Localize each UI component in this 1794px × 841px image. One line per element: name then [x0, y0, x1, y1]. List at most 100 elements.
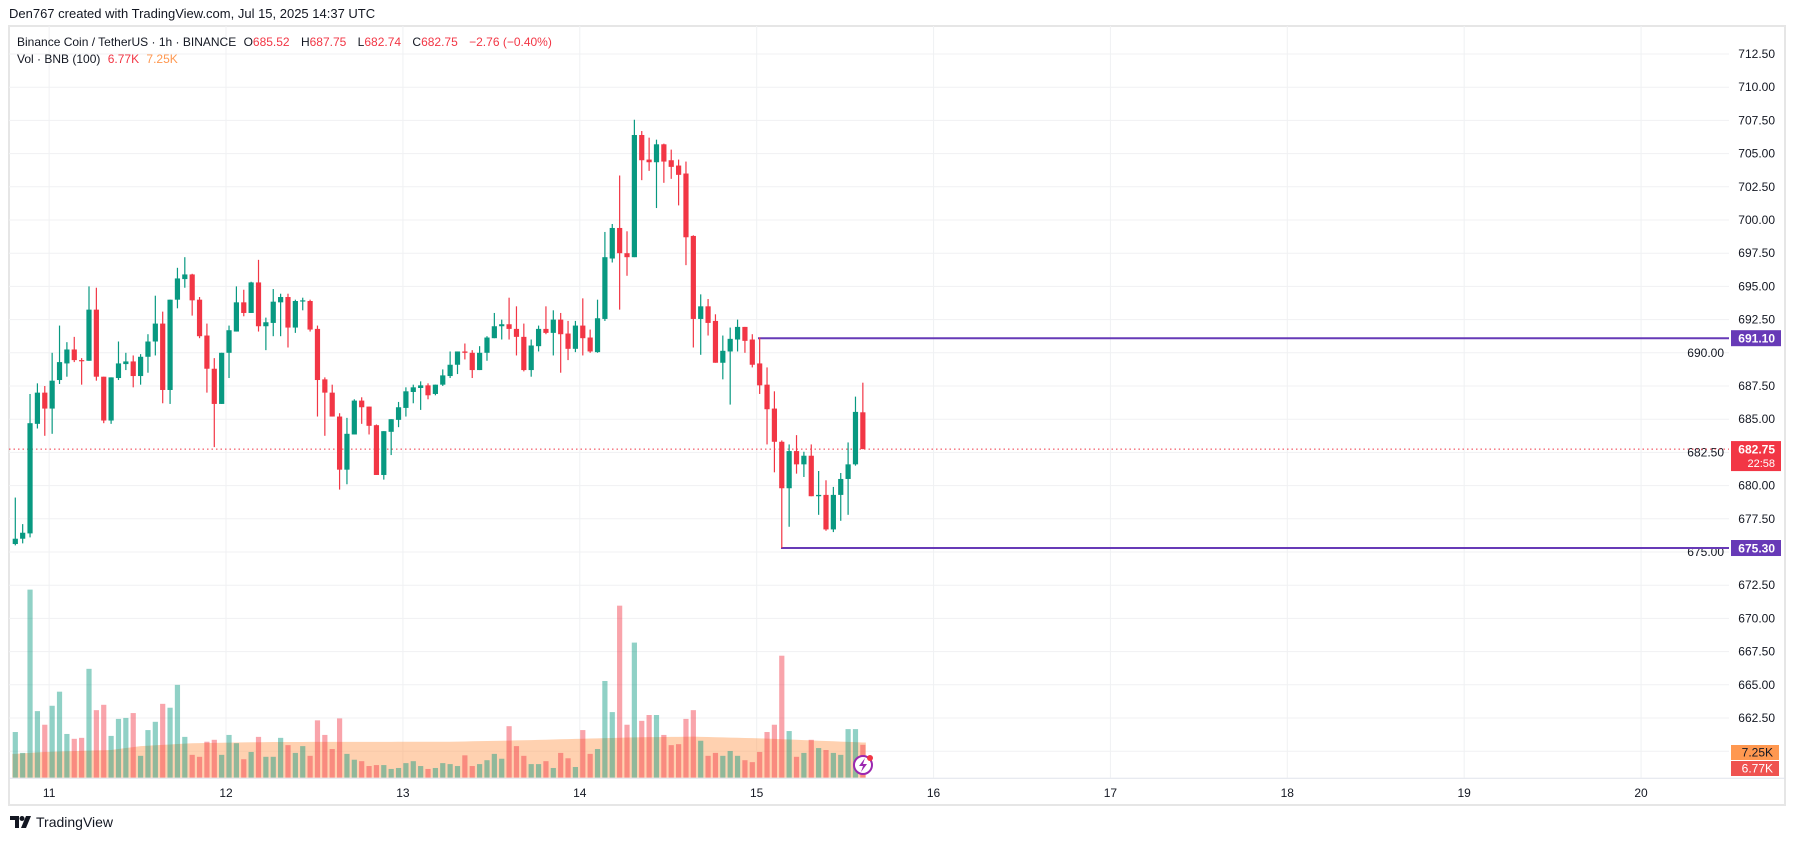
candle: [351, 399, 357, 435]
candle: [742, 326, 748, 353]
candle: [196, 297, 203, 339]
horizontal-line-price-label: 691.10: [1738, 332, 1775, 346]
candle: [12, 497, 18, 546]
candle-body: [329, 392, 335, 417]
candle: [521, 323, 527, 372]
candle: [830, 486, 836, 533]
candle: [617, 175, 623, 310]
volume-value: 6.77K: [107, 52, 140, 66]
volume-bar: [565, 758, 571, 778]
volume-title[interactable]: Vol · BNB (100): [17, 52, 101, 66]
volume-bar: [211, 739, 217, 778]
volume-bar: [779, 655, 785, 778]
candle-body: [373, 425, 380, 475]
candle: [344, 417, 350, 485]
candle-body: [786, 451, 792, 489]
volume-bar: [226, 734, 232, 778]
candle: [425, 383, 431, 400]
candle-body: [196, 299, 203, 337]
volume-bar: [432, 767, 438, 778]
ohlc-open: O685.52: [243, 35, 290, 49]
y-axis-tick-label: 710.00: [1738, 80, 1775, 94]
candle-body: [189, 274, 195, 301]
volume-bar: [676, 744, 682, 778]
volume-bar: [241, 759, 247, 778]
volume-ma-label: 7.25K: [1742, 746, 1773, 760]
candle: [838, 472, 844, 521]
candle-body: [71, 349, 77, 361]
candle: [174, 267, 181, 309]
horizontal-line-price-label: 675.30: [1738, 542, 1775, 556]
candle-body: [182, 274, 188, 280]
candle-body: [565, 333, 571, 349]
candle: [336, 413, 343, 490]
candle-body: [270, 301, 276, 323]
volume-bar: [757, 751, 763, 778]
volume-bar: [366, 766, 372, 778]
candle: [42, 386, 48, 436]
candle: [27, 393, 33, 538]
horizontal-line-price-badge: [1731, 330, 1781, 347]
candle: [34, 383, 41, 429]
candle: [86, 286, 92, 361]
volume-bar: [668, 745, 674, 778]
volume-bar: [440, 763, 446, 778]
y-axis-tick-label: 665.00: [1738, 678, 1775, 692]
volume-bar: [233, 743, 239, 778]
tradingview-logo[interactable]: TradingView: [10, 814, 113, 830]
candle: [71, 336, 77, 363]
candle: [823, 480, 829, 531]
volume-bar: [388, 768, 394, 778]
candle: [624, 231, 630, 276]
y-axis-tick-label: 672.50: [1738, 578, 1775, 592]
candle-body: [20, 532, 26, 539]
candle: [278, 293, 284, 337]
candle-body: [646, 159, 652, 163]
candle: [646, 137, 652, 171]
volume-bar: [705, 755, 711, 778]
lightning-icon[interactable]: [853, 755, 873, 775]
candle-body: [130, 361, 136, 377]
candle-body: [683, 173, 689, 238]
volume-bar: [263, 756, 269, 778]
candle-body: [322, 379, 328, 393]
candle-body: [462, 351, 468, 353]
volume-ma-badge: [1731, 745, 1779, 760]
candle-body: [292, 301, 298, 328]
candle: [639, 131, 645, 181]
volume-bar: [27, 589, 33, 778]
x-axis-tick-label: 19: [1458, 786, 1472, 800]
volume-bar: [594, 749, 601, 778]
candle: [395, 401, 402, 428]
candle-body: [93, 309, 99, 377]
volume-bar: [454, 766, 461, 778]
candle-body: [830, 494, 836, 530]
volume-bar: [477, 764, 483, 778]
volume-bar: [300, 746, 306, 778]
candle: [543, 306, 549, 335]
y-axis-tick-label: 702.50: [1738, 180, 1775, 194]
chart-attribution: Den767 created with TradingView.com, Jul…: [9, 6, 376, 21]
candle: [56, 325, 63, 385]
candle-body: [174, 278, 181, 300]
volume-bar: [499, 758, 505, 778]
horizontal-line-price-badge: [1731, 540, 1781, 557]
volume-bar: [34, 711, 41, 778]
volume-bar: [373, 765, 380, 778]
symbol-title[interactable]: Binance Coin / TetherUS · 1h · BINANCE: [17, 35, 237, 49]
candle: [764, 367, 770, 445]
volume-bar: [646, 715, 652, 778]
volume-bar: [403, 763, 409, 778]
candle: [808, 444, 814, 497]
symbol-legend-row: Binance Coin / TetherUS · 1h · BINANCE O…: [17, 34, 556, 51]
y-axis-tick-label: 667.50: [1738, 645, 1775, 659]
volume-bar: [79, 737, 85, 778]
volume-bar: [101, 704, 107, 778]
candle: [594, 299, 601, 353]
candle: [322, 377, 328, 436]
candle: [749, 334, 755, 368]
volume-bar: [56, 691, 63, 778]
candle-body: [764, 384, 770, 410]
candle-body: [587, 337, 593, 352]
